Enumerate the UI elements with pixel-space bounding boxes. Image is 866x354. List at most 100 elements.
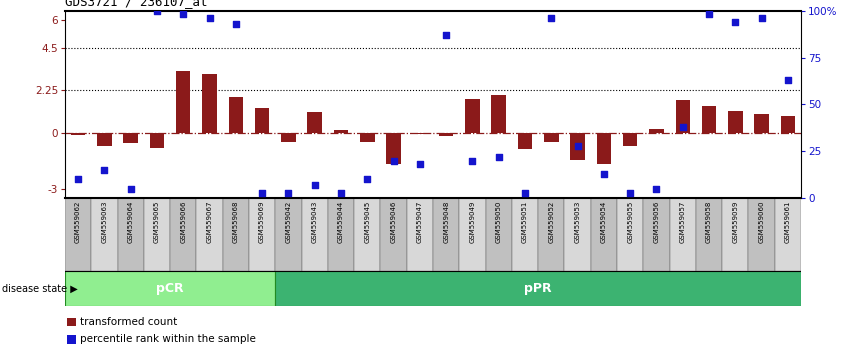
Point	[754, 15, 768, 21]
Text: GSM559056: GSM559056	[654, 200, 659, 243]
Text: GSM559046: GSM559046	[391, 200, 397, 243]
Bar	[780, 116, 795, 133]
Text: GSM559057: GSM559057	[680, 200, 686, 243]
Point	[571, 143, 585, 149]
Text: GSM559054: GSM559054	[601, 200, 607, 243]
Bar	[512, 198, 538, 271]
Text: transformed count: transformed count	[81, 317, 178, 327]
Point	[624, 190, 637, 195]
Bar	[275, 198, 301, 271]
Point	[255, 190, 269, 195]
Bar	[223, 198, 249, 271]
Point	[728, 19, 742, 25]
Point	[518, 190, 532, 195]
Bar	[433, 198, 459, 271]
Bar	[91, 198, 118, 271]
Bar	[623, 133, 637, 146]
Point	[439, 32, 453, 38]
Point	[307, 182, 321, 188]
Bar	[281, 133, 295, 142]
Text: GSM559053: GSM559053	[575, 200, 580, 243]
Bar	[565, 198, 591, 271]
Bar	[197, 198, 223, 271]
Bar	[249, 198, 275, 271]
Bar	[360, 133, 374, 142]
Bar	[229, 97, 243, 133]
Bar	[597, 133, 611, 164]
Text: pCR: pCR	[156, 282, 184, 295]
Bar	[275, 271, 801, 306]
Bar	[307, 112, 322, 133]
Point	[386, 158, 400, 164]
Bar	[407, 198, 433, 271]
Bar	[492, 95, 506, 133]
Bar	[380, 198, 407, 271]
Bar	[459, 198, 486, 271]
Point	[545, 15, 559, 21]
Point	[492, 154, 506, 160]
Text: GSM559065: GSM559065	[154, 200, 160, 243]
Text: GDS3721 / 236107_at: GDS3721 / 236107_at	[65, 0, 208, 8]
Text: GSM559068: GSM559068	[233, 200, 239, 243]
Text: GSM559067: GSM559067	[207, 200, 212, 243]
Bar	[65, 198, 91, 271]
Bar	[675, 100, 690, 133]
Bar	[486, 198, 512, 271]
Bar	[728, 111, 742, 133]
Bar	[701, 106, 716, 133]
Text: GSM559058: GSM559058	[706, 200, 712, 243]
Bar	[150, 133, 165, 148]
Bar	[176, 71, 191, 133]
Bar	[617, 198, 643, 271]
Text: GSM559061: GSM559061	[785, 200, 791, 243]
Bar	[328, 198, 354, 271]
Bar	[748, 198, 775, 271]
Text: GSM559055: GSM559055	[627, 200, 633, 243]
Bar	[203, 74, 216, 133]
Bar	[754, 114, 769, 133]
Point	[229, 21, 242, 27]
Bar	[144, 198, 170, 271]
Bar	[775, 198, 801, 271]
Bar	[170, 198, 197, 271]
Text: GSM559043: GSM559043	[312, 200, 318, 243]
Text: GSM559064: GSM559064	[127, 200, 133, 243]
Bar	[333, 130, 348, 133]
Point	[781, 77, 795, 83]
Text: pPR: pPR	[524, 282, 552, 295]
Text: GSM559044: GSM559044	[338, 200, 344, 243]
Point	[98, 167, 112, 173]
Bar	[412, 133, 427, 134]
Bar	[67, 335, 76, 344]
Point	[702, 12, 716, 17]
Text: percentile rank within the sample: percentile rank within the sample	[81, 334, 256, 344]
Point	[177, 12, 191, 17]
Text: GSM559050: GSM559050	[495, 200, 501, 243]
Text: GSM559042: GSM559042	[286, 200, 291, 243]
Text: GSM559048: GSM559048	[443, 200, 449, 243]
Point	[150, 8, 164, 13]
Bar	[538, 198, 565, 271]
Point	[281, 190, 295, 195]
Point	[203, 15, 216, 21]
Bar	[650, 129, 663, 133]
Bar	[465, 99, 480, 133]
Point	[334, 190, 348, 195]
Text: GSM559062: GSM559062	[75, 200, 81, 243]
Bar	[124, 133, 138, 143]
Point	[675, 124, 689, 130]
Bar	[571, 133, 585, 160]
Bar	[439, 133, 454, 136]
Point	[124, 186, 138, 192]
Bar	[255, 108, 269, 133]
Text: GSM559069: GSM559069	[259, 200, 265, 243]
Text: GSM559045: GSM559045	[365, 200, 371, 243]
Text: GSM559049: GSM559049	[469, 200, 475, 243]
Bar	[722, 198, 748, 271]
Bar	[544, 133, 559, 142]
Bar	[71, 133, 86, 135]
Point	[597, 171, 611, 177]
Point	[360, 177, 374, 182]
Bar	[118, 198, 144, 271]
Bar	[354, 198, 380, 271]
